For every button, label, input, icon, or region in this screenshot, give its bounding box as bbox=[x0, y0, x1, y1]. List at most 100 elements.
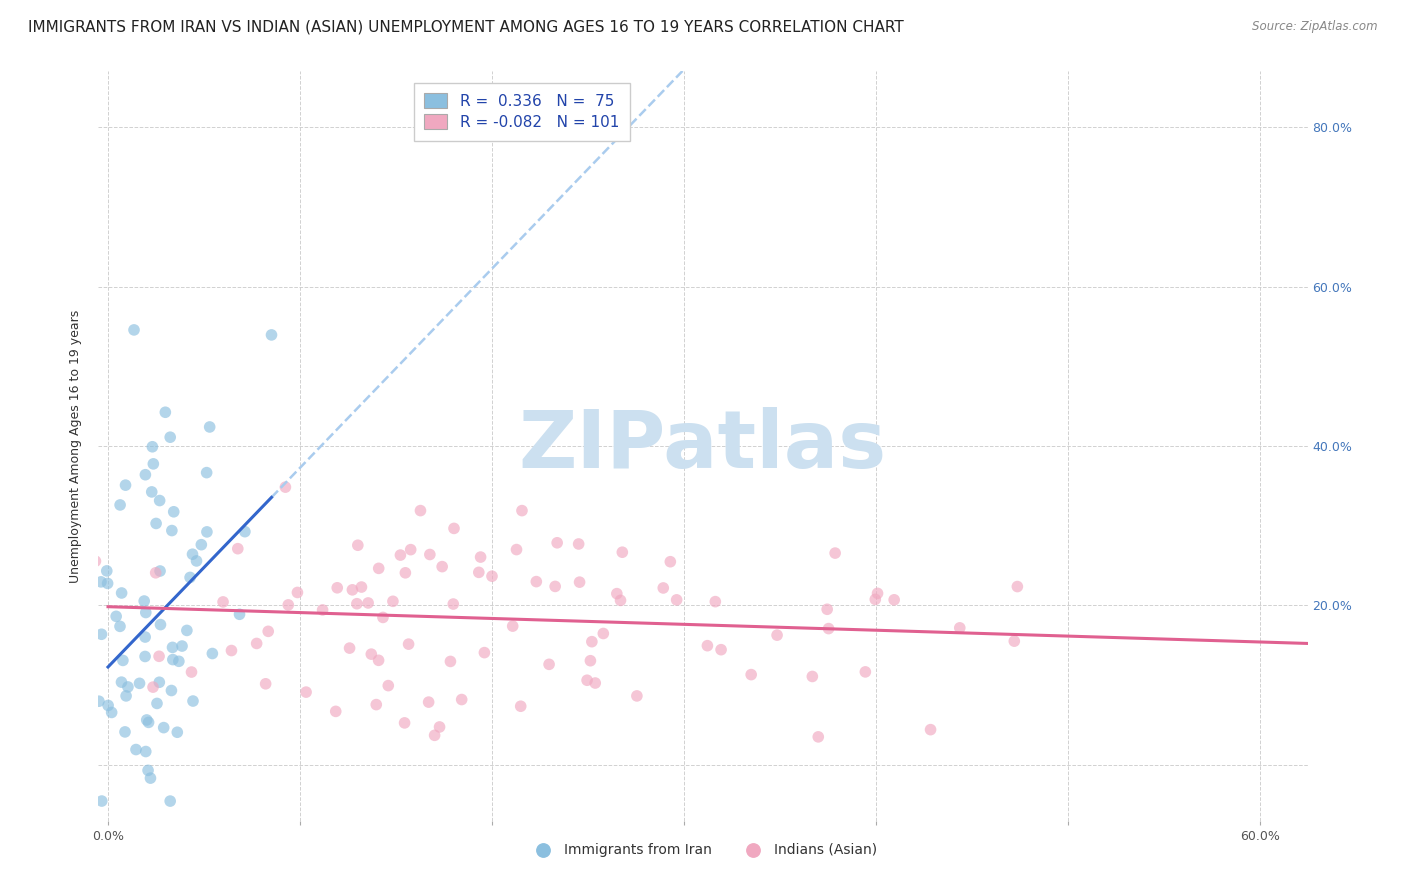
Point bbox=[505, 542, 527, 557]
Point bbox=[665, 592, 688, 607]
Point bbox=[430, 559, 453, 574]
Point bbox=[180, 665, 202, 679]
Point bbox=[260, 327, 283, 342]
Point bbox=[198, 420, 221, 434]
Point bbox=[311, 603, 333, 617]
Point bbox=[740, 667, 762, 681]
Point bbox=[626, 689, 648, 703]
Point bbox=[366, 698, 388, 712]
Point bbox=[389, 548, 412, 562]
Point bbox=[429, 720, 451, 734]
Point bbox=[90, 574, 112, 589]
Point bbox=[612, 545, 634, 559]
Point bbox=[277, 598, 299, 612]
Point bbox=[544, 579, 567, 593]
Point bbox=[105, 609, 128, 624]
Point bbox=[135, 606, 157, 620]
Point bbox=[381, 594, 404, 608]
Point bbox=[710, 642, 733, 657]
Point bbox=[538, 657, 561, 672]
Point bbox=[97, 576, 120, 591]
Point bbox=[90, 627, 112, 641]
Point bbox=[142, 457, 165, 471]
Point bbox=[346, 538, 368, 552]
Point bbox=[167, 654, 190, 668]
Point bbox=[195, 524, 218, 539]
Point bbox=[342, 582, 364, 597]
Point bbox=[128, 676, 150, 690]
Point bbox=[257, 624, 280, 639]
Point bbox=[221, 643, 243, 657]
Point bbox=[441, 597, 464, 611]
Point bbox=[96, 564, 118, 578]
Point bbox=[883, 592, 905, 607]
Point bbox=[149, 493, 172, 508]
Point bbox=[481, 569, 503, 583]
Point bbox=[159, 430, 181, 444]
Point bbox=[149, 564, 172, 578]
Point bbox=[162, 652, 184, 666]
Point bbox=[183, 826, 205, 840]
Point bbox=[142, 680, 165, 694]
Point bbox=[201, 647, 224, 661]
Point bbox=[865, 592, 887, 607]
Point bbox=[254, 677, 277, 691]
Point bbox=[696, 639, 718, 653]
Point bbox=[67, 781, 90, 796]
Point bbox=[807, 730, 830, 744]
Point bbox=[295, 685, 318, 699]
Point bbox=[176, 624, 198, 638]
Point bbox=[357, 596, 380, 610]
Point bbox=[468, 566, 491, 580]
Point bbox=[817, 622, 839, 636]
Point bbox=[146, 697, 169, 711]
Point bbox=[377, 679, 399, 693]
Point bbox=[80, 570, 103, 584]
Point bbox=[801, 669, 824, 683]
Point bbox=[704, 594, 727, 608]
Point bbox=[134, 594, 156, 608]
Point bbox=[134, 630, 156, 644]
Point bbox=[325, 705, 347, 719]
Point bbox=[166, 725, 188, 739]
Point bbox=[181, 694, 204, 708]
Point bbox=[581, 634, 603, 648]
Point bbox=[509, 699, 531, 714]
Point bbox=[394, 715, 416, 730]
Point bbox=[145, 566, 167, 580]
Point bbox=[0, 626, 21, 640]
Point bbox=[139, 771, 162, 785]
Point bbox=[45, 816, 67, 830]
Point bbox=[579, 654, 602, 668]
Point bbox=[122, 323, 145, 337]
Point bbox=[398, 637, 420, 651]
Point bbox=[853, 665, 876, 679]
Point bbox=[155, 405, 177, 419]
Point bbox=[84, 554, 107, 568]
Point bbox=[114, 725, 136, 739]
Point bbox=[592, 626, 614, 640]
Point bbox=[87, 694, 110, 708]
Point bbox=[145, 516, 167, 531]
Legend: Immigrants from Iran, Indians (Asian): Immigrants from Iran, Indians (Asian) bbox=[523, 838, 883, 863]
Point bbox=[136, 764, 159, 778]
Point bbox=[148, 649, 170, 664]
Point bbox=[152, 721, 174, 735]
Point bbox=[399, 542, 422, 557]
Text: ZIPatlas: ZIPatlas bbox=[519, 407, 887, 485]
Point bbox=[63, 667, 86, 681]
Point bbox=[62, 622, 84, 636]
Point bbox=[652, 581, 675, 595]
Point bbox=[97, 698, 120, 713]
Point bbox=[125, 742, 148, 756]
Point bbox=[228, 607, 250, 622]
Point bbox=[108, 498, 131, 512]
Point bbox=[287, 585, 309, 599]
Point bbox=[866, 586, 889, 600]
Point bbox=[170, 639, 193, 653]
Y-axis label: Unemployment Among Ages 16 to 19 years: Unemployment Among Ages 16 to 19 years bbox=[69, 310, 83, 582]
Point bbox=[159, 794, 181, 808]
Point bbox=[350, 580, 373, 594]
Point bbox=[226, 541, 249, 556]
Point bbox=[949, 621, 972, 635]
